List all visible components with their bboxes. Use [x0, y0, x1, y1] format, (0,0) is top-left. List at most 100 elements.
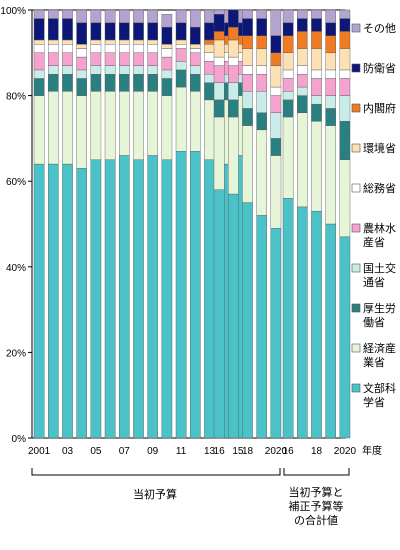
- bar-segment: [90, 91, 102, 161]
- x-tick-label: 09: [147, 446, 159, 457]
- bar-segment: [33, 39, 45, 45]
- bar-segment: [118, 22, 130, 41]
- bar-segment: [242, 202, 253, 439]
- x-tick-label: 16: [283, 446, 295, 457]
- bar-segment: [227, 26, 239, 41]
- legend-label: 厚生労: [363, 301, 396, 315]
- bar-segment: [311, 95, 322, 105]
- bar-segment: [242, 108, 253, 126]
- bar-segment: [204, 61, 215, 75]
- legend-swatch: [351, 103, 361, 113]
- x-tick-label: 18: [242, 446, 254, 457]
- bar-segment: [204, 73, 215, 83]
- legend-label: 文部科: [363, 381, 396, 395]
- bar-segment: [133, 44, 144, 54]
- bar-segment: [213, 99, 225, 118]
- y-tick-label: 20%: [6, 348, 26, 359]
- bar-segment: [227, 82, 239, 101]
- bar-segment: [189, 91, 201, 152]
- bar-segment: [256, 35, 268, 49]
- x-tick-label: 07: [119, 446, 131, 457]
- bar-segment: [297, 112, 308, 208]
- legend-swatch: [351, 183, 361, 193]
- bar-segment: [297, 86, 308, 96]
- bar-segment: [189, 48, 201, 54]
- legend-swatch: [351, 223, 361, 233]
- bar-segment: [76, 9, 87, 24]
- x-tick-label: 2020: [265, 446, 288, 457]
- bar-segment: [118, 39, 130, 45]
- bar-segment: [311, 121, 322, 212]
- bar-segment: [104, 22, 116, 41]
- bar-segment: [104, 73, 116, 92]
- bar-segment: [339, 48, 351, 71]
- bar-segment: [189, 44, 201, 49]
- bar-segment: [325, 78, 337, 96]
- bar-segment: [76, 95, 87, 169]
- bar-segment: [204, 39, 215, 45]
- legend-label: 通省: [363, 276, 385, 289]
- bar-segment: [325, 95, 337, 109]
- legend-label: 業省: [363, 356, 385, 369]
- bar-segment: [339, 78, 351, 96]
- bar-segment: [339, 18, 351, 32]
- bar-segment: [270, 228, 282, 439]
- bar-segment: [62, 39, 73, 45]
- bar-segment: [227, 56, 239, 66]
- bar-segment: [147, 52, 159, 66]
- bar-segment: [339, 31, 351, 49]
- x-tick-label: 18: [311, 446, 323, 457]
- bar-segment: [33, 95, 45, 165]
- bar-segment: [339, 236, 351, 439]
- bar-segment: [33, 163, 45, 439]
- bar-segment: [256, 65, 268, 75]
- bar-segment: [204, 52, 215, 62]
- bar-segment: [297, 9, 308, 19]
- bar-segment: [213, 56, 225, 66]
- bar-segment: [62, 9, 73, 19]
- bar-segment: [256, 91, 268, 113]
- bar-segment: [147, 22, 159, 41]
- legend-swatch: [351, 23, 361, 33]
- bar-segment: [161, 78, 173, 96]
- bar-segment: [147, 155, 159, 439]
- y-axis: 0% 20% 40% 60% 80% 100%: [0, 6, 32, 445]
- bar-segment: [90, 52, 102, 66]
- bar-segment: [33, 52, 45, 71]
- bar-segment: [270, 155, 282, 229]
- bar-segment: [270, 112, 282, 139]
- bar-segment: [161, 14, 173, 28]
- bar-segment: [90, 9, 102, 24]
- bar-segment: [175, 22, 187, 41]
- bar-segment: [213, 65, 225, 83]
- bar-segment: [297, 73, 308, 88]
- bar-segment: [297, 18, 308, 32]
- bar-segment: [311, 31, 322, 49]
- group-label-line: 補正予算等: [289, 499, 344, 513]
- bar-segment: [227, 65, 239, 83]
- bar-segment: [339, 121, 351, 160]
- bar-segment: [325, 9, 337, 24]
- bar-segment: [48, 39, 59, 45]
- bar-segment: [270, 95, 282, 113]
- bar-segment: [204, 9, 215, 24]
- bar-segment: [256, 73, 268, 92]
- bar-segment: [227, 116, 239, 195]
- bar-segment: [90, 159, 102, 439]
- bar-segment: [33, 18, 45, 41]
- bar-segment: [118, 73, 130, 92]
- bar-segment: [104, 65, 116, 75]
- bar-segment: [189, 26, 201, 45]
- bar-segment: [133, 91, 144, 161]
- bar-segment: [175, 151, 187, 439]
- bar-segment: [76, 168, 87, 439]
- bar-segment: [204, 82, 215, 101]
- bar-segment: [339, 9, 351, 19]
- bar-segment: [297, 95, 308, 113]
- x-tick-label: 16: [214, 446, 226, 457]
- group-bracket: [31, 468, 281, 476]
- bar-segment: [161, 56, 173, 71]
- bar-segment: [118, 52, 130, 66]
- y-tick-label: 0%: [12, 434, 27, 445]
